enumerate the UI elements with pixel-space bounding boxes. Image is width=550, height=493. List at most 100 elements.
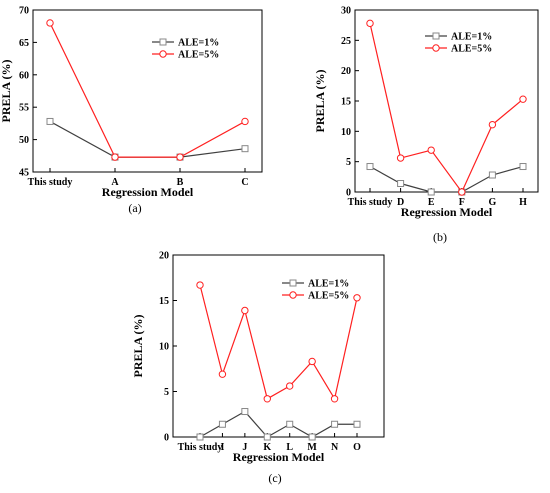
y-tick-label: 15 <box>341 97 351 108</box>
data-point-square <box>241 408 249 416</box>
legend-marker-square <box>159 38 167 46</box>
y-axis-label: PRELA (%) <box>131 314 145 377</box>
legend-marker-square <box>432 32 440 40</box>
legend-label: ALE=1% <box>451 32 492 43</box>
data-point-square <box>519 163 527 171</box>
data-point-circle <box>458 188 466 196</box>
data-point-circle <box>196 281 204 289</box>
data-point-circle <box>519 95 527 103</box>
y-tick-label: 70 <box>19 6 29 17</box>
y-tick-label: 60 <box>19 70 29 81</box>
plot-frame <box>172 254 385 438</box>
data-point-circle <box>308 357 316 366</box>
series-line-2 <box>199 284 358 401</box>
legend-label: ALE=5% <box>451 44 492 55</box>
legend-label: ALE=1% <box>178 38 219 49</box>
x-axis-label: Regression Model <box>233 450 325 464</box>
x-axis-label: Regression Model <box>102 185 194 199</box>
legend-label: ALE=1% <box>308 279 349 290</box>
panel-caption: (b) <box>433 230 447 244</box>
y-tick-label: 45 <box>19 168 29 179</box>
data-point-square <box>286 420 294 428</box>
data-point-square <box>366 163 374 171</box>
series-line-2 <box>49 22 246 158</box>
data-point-circle <box>218 370 227 378</box>
data-point-square <box>196 433 204 441</box>
data-point-square <box>308 433 316 441</box>
legend-marker-circle <box>159 50 167 58</box>
data-point-circle <box>353 294 361 302</box>
series-line-2 <box>369 23 524 194</box>
x-tick-label: M <box>307 442 317 453</box>
x-tick-label: G <box>489 197 497 208</box>
y-tick-label: 10 <box>341 127 351 138</box>
x-tick-label: I <box>220 442 224 453</box>
x-tick-label: This study <box>28 177 73 188</box>
data-point-circle <box>241 306 249 315</box>
legend-marker-circle <box>289 291 297 299</box>
data-point-circle <box>366 19 374 28</box>
data-point-circle <box>286 382 294 390</box>
x-tick-label: H <box>519 197 527 208</box>
data-point-circle <box>46 19 54 27</box>
data-point-circle <box>263 395 271 403</box>
data-point-square <box>427 188 435 196</box>
legend-label: ALE=5% <box>308 291 349 302</box>
panel-caption: (a) <box>128 201 141 215</box>
chart-panel-b: 0 5 10 15 20 25 30 This study D E F G H Regression Mo… <box>313 6 539 244</box>
x-tick-label: O <box>353 442 361 453</box>
x-tick-label: This study <box>178 442 223 453</box>
y-tick-label: 30 <box>341 6 351 17</box>
y-tick-label: 0 <box>164 433 169 444</box>
x-tick-label: A <box>111 177 119 188</box>
x-axis-label: Regression Model <box>401 205 493 219</box>
data-point-square <box>488 171 496 179</box>
data-point-circle <box>241 117 249 126</box>
y-tick-label: 5 <box>164 387 169 398</box>
x-tick-label: J <box>242 442 247 453</box>
legend-label: ALE=5% <box>178 50 219 61</box>
data-point-circle <box>396 154 405 162</box>
data-point-circle <box>488 120 497 129</box>
data-point-circle <box>330 395 339 403</box>
data-point-square <box>397 180 405 188</box>
y-axis-label: PRELA (%) <box>313 69 327 132</box>
data-point-circle <box>176 153 184 161</box>
y-tick-label: 20 <box>341 66 351 77</box>
series-line-1 <box>199 410 357 438</box>
plot-frame <box>354 9 539 193</box>
data-point-square <box>331 420 339 428</box>
legend-marker-square <box>289 279 297 287</box>
data-point-square <box>46 117 54 125</box>
x-tick-label: L <box>286 442 293 453</box>
y-tick-label: 10 <box>159 342 169 353</box>
x-tick-label: F <box>459 197 465 208</box>
data-point-circle <box>111 153 119 161</box>
series-line-1 <box>49 120 246 158</box>
y-tick-label: 65 <box>19 38 29 49</box>
y-axis-label: PRELA (%) <box>0 59 13 122</box>
y-tick-label: 5 <box>346 157 351 168</box>
y-tick-label: 50 <box>19 135 29 146</box>
y-tick-label: 0 <box>346 188 351 199</box>
data-point-square <box>241 145 249 153</box>
x-tick-label: This study <box>348 197 393 208</box>
data-point-circle <box>427 146 435 154</box>
y-tick-label: 55 <box>19 103 29 114</box>
y-tick-label: 15 <box>159 296 169 307</box>
chart-panel-a: 45 50 55 60 65 70 This study A B C Regression Mode… <box>0 6 263 215</box>
panel-caption: (c) <box>268 471 281 485</box>
y-tick-label: 25 <box>341 36 351 47</box>
series-line-1 <box>369 165 524 193</box>
x-tick-label: B <box>177 177 184 188</box>
x-tick-label: K <box>263 442 271 453</box>
x-tick-label: C <box>241 177 248 188</box>
x-tick-label: E <box>428 197 435 208</box>
legend-marker-circle <box>432 44 440 52</box>
x-tick-label: D <box>397 197 404 208</box>
y-tick-label: 20 <box>159 251 169 262</box>
x-tick-label: N <box>331 442 339 453</box>
plot-frame <box>32 9 263 173</box>
